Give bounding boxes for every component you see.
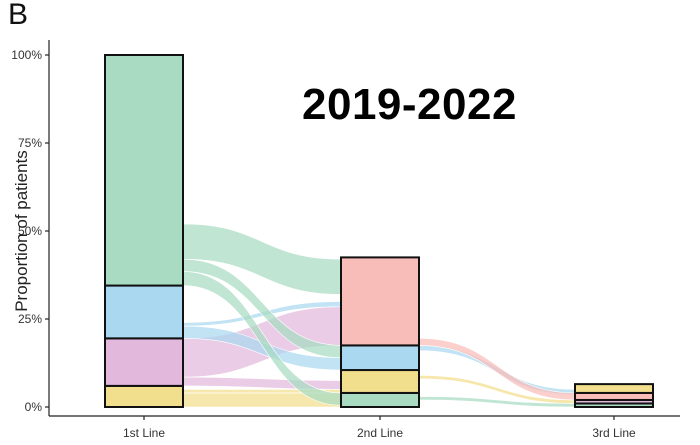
bar-segment-green (104, 54, 184, 287)
bar-segment-salmon (574, 391, 654, 401)
y-tick-label: 100% (11, 48, 42, 62)
x-tick-label: 1st Line (123, 426, 165, 440)
y-tick-label: 0% (25, 400, 43, 414)
bar-segment-yellow (340, 369, 420, 394)
bar-segment-green (340, 391, 420, 409)
axis-layer (48, 40, 680, 417)
x-ticks: 1st Line 2nd Line 3rd Line (123, 416, 636, 440)
bar-segment-blue (340, 344, 420, 372)
y-axis-title: Proportion of patients (12, 150, 31, 312)
bar-layer (104, 54, 654, 409)
period-annotation: 2019-2022 (302, 80, 517, 129)
y-tick-label: 75% (18, 136, 42, 150)
x-tick-label: 3rd Line (592, 426, 636, 440)
flow-pink (182, 376, 342, 390)
x-tick-label: 2nd Line (357, 426, 403, 440)
panel-letter: B (8, 0, 29, 31)
y-ticks: 0% 25% 50% 75% 100% (11, 48, 49, 414)
bar-segment-blue (104, 284, 184, 340)
bar-segment-pink (104, 337, 184, 387)
y-tick-label: 50% (18, 224, 42, 238)
bar-segment-yellow (574, 383, 654, 394)
bar-segment-yellow (104, 384, 184, 409)
bar-segment-salmon (340, 256, 420, 347)
y-tick-label: 25% (18, 312, 42, 326)
